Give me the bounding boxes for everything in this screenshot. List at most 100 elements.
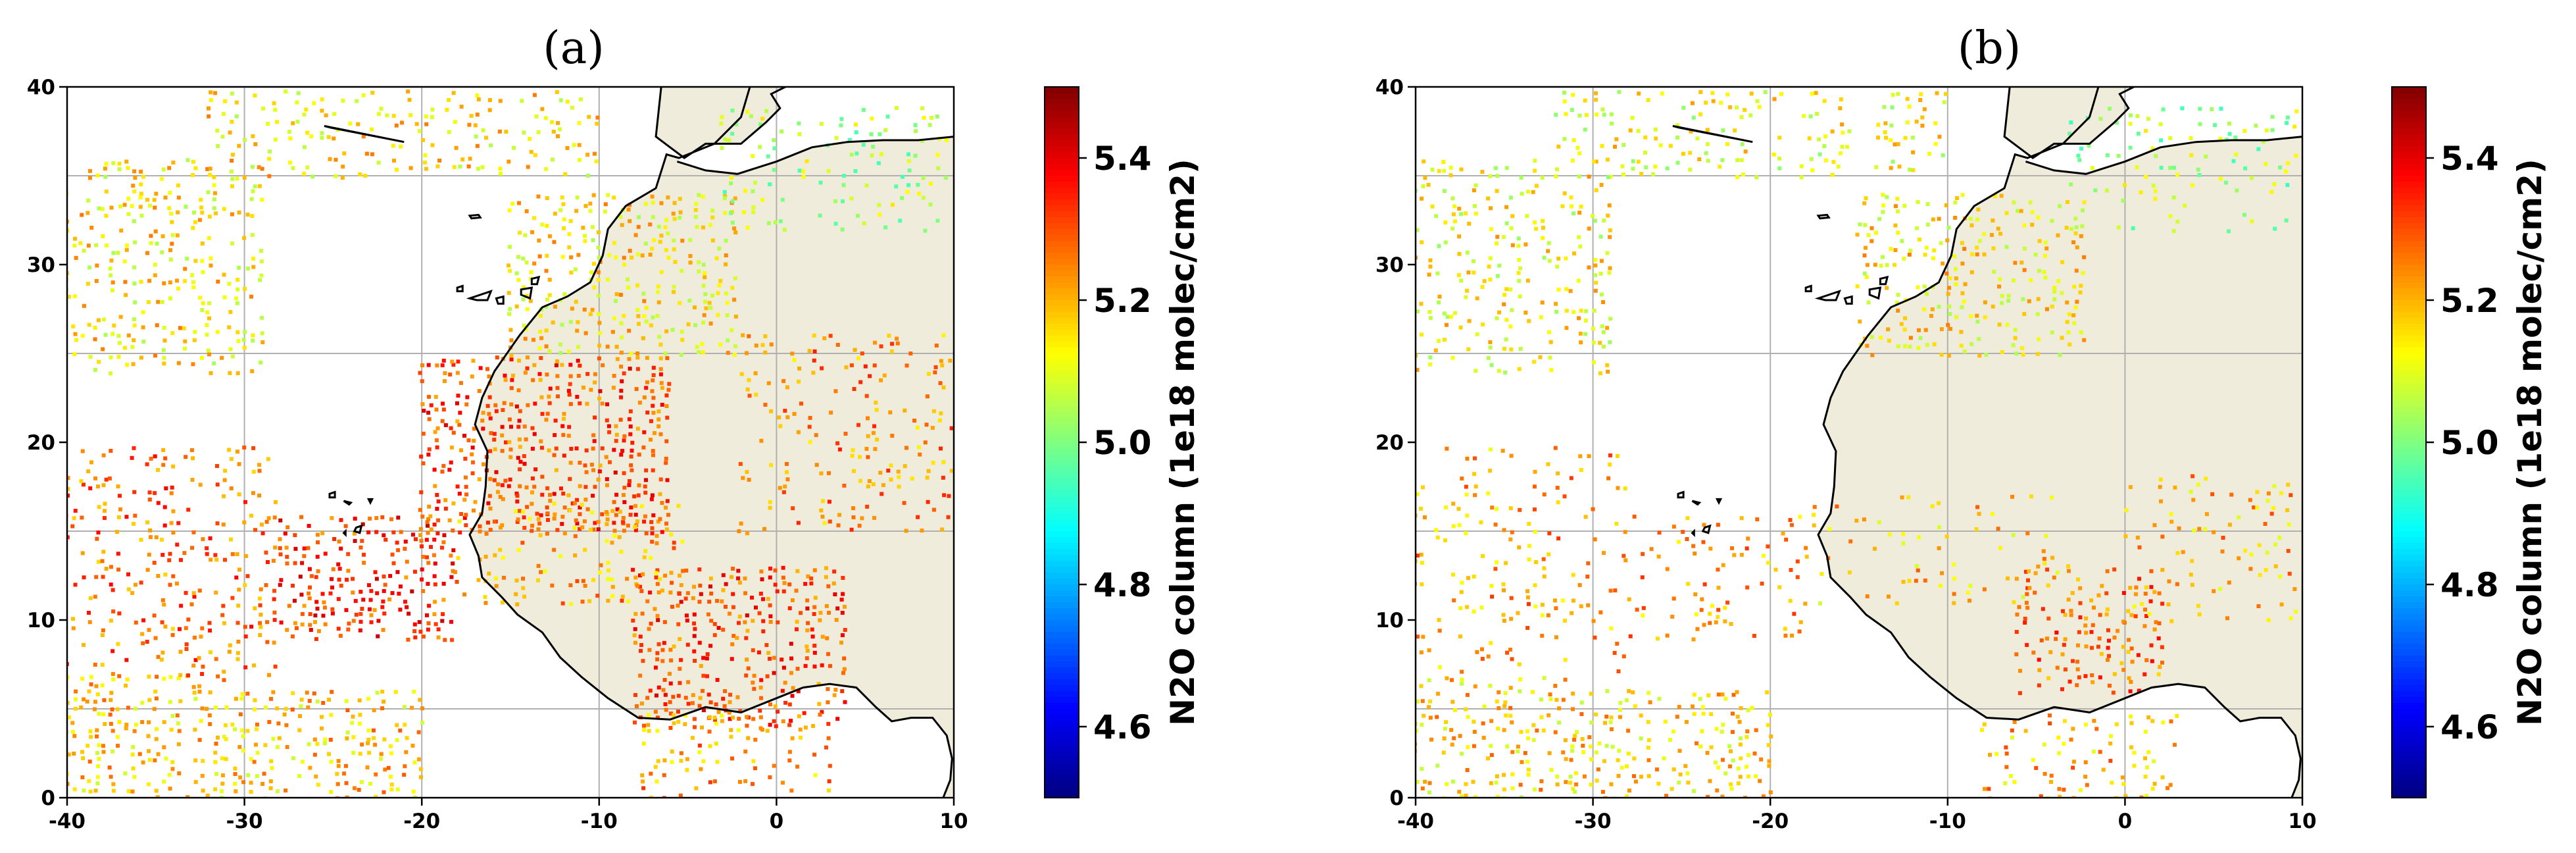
data-point: [243, 582, 247, 587]
data-point: [941, 333, 946, 338]
data-point: [330, 516, 334, 521]
data-point: [1723, 619, 1727, 624]
colorbar-segment: [1045, 116, 1079, 123]
data-point: [155, 675, 159, 679]
data-point: [1445, 315, 1450, 319]
data-point: [547, 277, 552, 282]
data-point: [2177, 526, 2181, 530]
data-point: [1693, 592, 1698, 596]
data-point: [409, 166, 413, 170]
data-point: [462, 515, 467, 520]
data-point: [2019, 260, 2024, 265]
data-point: [1903, 316, 1908, 321]
colorbar-tick-label: 4.6: [1093, 708, 1152, 746]
colorbar-segment: [2392, 300, 2426, 307]
data-point: [191, 591, 196, 596]
data-point: [1608, 235, 1612, 240]
data-point: [2025, 531, 2030, 536]
colorbar-segment: [1045, 567, 1079, 573]
data-point: [419, 490, 424, 494]
colorbar-segment: [2392, 614, 2426, 621]
data-point: [1542, 566, 1547, 571]
data-point: [1838, 151, 1843, 155]
data-point: [1599, 182, 1604, 187]
data-point: [255, 750, 260, 755]
data-point: [291, 756, 295, 760]
data-point: [1802, 114, 1806, 118]
data-point: [73, 509, 78, 513]
data-point: [635, 519, 639, 524]
data-point: [699, 663, 703, 668]
data-point: [1497, 263, 1502, 268]
colorbar-segment: [1045, 324, 1079, 330]
data-point: [1999, 194, 2004, 198]
data-point: [2069, 120, 2073, 125]
data-point: [1845, 145, 1850, 149]
data-point: [153, 491, 157, 496]
data-point: [1620, 164, 1625, 168]
data-point: [1960, 193, 1965, 197]
x-tick-label: -40: [49, 810, 86, 833]
data-point: [903, 464, 907, 469]
data-point: [1435, 715, 1439, 719]
data-point: [1607, 203, 1612, 208]
data-point: [641, 659, 645, 663]
data-point: [390, 552, 395, 557]
data-point: [242, 138, 247, 142]
data-point: [1442, 737, 1447, 741]
data-point: [110, 288, 114, 293]
data-point: [430, 115, 435, 119]
data-point: [1855, 232, 1860, 237]
data-point: [648, 688, 653, 693]
data-point: [530, 426, 535, 430]
island-outline: [520, 286, 533, 300]
colorbar-segment: [1045, 288, 1079, 295]
data-point: [207, 114, 211, 118]
data-point: [1487, 264, 1491, 269]
data-point: [1508, 713, 1513, 718]
data-point: [576, 359, 580, 363]
data-point: [633, 233, 638, 238]
data-point: [359, 780, 364, 785]
data-point: [67, 782, 70, 787]
data-point: [1840, 122, 1845, 127]
data-point: [921, 195, 926, 200]
data-point: [517, 201, 522, 205]
data-point: [1441, 750, 1446, 755]
data-point: [228, 347, 233, 351]
data-point: [1708, 546, 1713, 551]
data-point: [1591, 326, 1596, 331]
data-point: [133, 176, 137, 180]
colorbar-segment: [2392, 407, 2426, 413]
data-point: [649, 771, 653, 776]
data-point: [1433, 348, 1438, 353]
data-point: [487, 108, 492, 113]
data-point: [278, 537, 282, 542]
data-point: [2030, 222, 2035, 227]
data-point: [386, 765, 391, 770]
island-outline: [1868, 286, 1882, 300]
data-point: [108, 712, 112, 717]
colorbar-segment: [2392, 229, 2426, 236]
data-point: [524, 209, 529, 213]
data-point: [701, 321, 706, 325]
data-point: [2056, 233, 2060, 238]
data-point: [2120, 775, 2125, 780]
data-point: [1518, 266, 1522, 271]
data-point: [507, 245, 512, 249]
data-point: [374, 772, 378, 777]
data-point: [2073, 305, 2078, 310]
data-point: [781, 719, 785, 723]
data-point: [201, 759, 205, 763]
data-point: [715, 598, 720, 603]
data-point: [1874, 165, 1879, 169]
data-point: [724, 291, 728, 296]
data-point: [1905, 97, 1910, 101]
data-point: [1612, 144, 1617, 149]
data-point: [554, 468, 558, 473]
data-point: [2105, 569, 2110, 573]
data-point: [1631, 690, 1635, 695]
data-point: [139, 538, 143, 542]
x-tick-label: 10: [2288, 810, 2316, 833]
data-point: [843, 431, 848, 436]
